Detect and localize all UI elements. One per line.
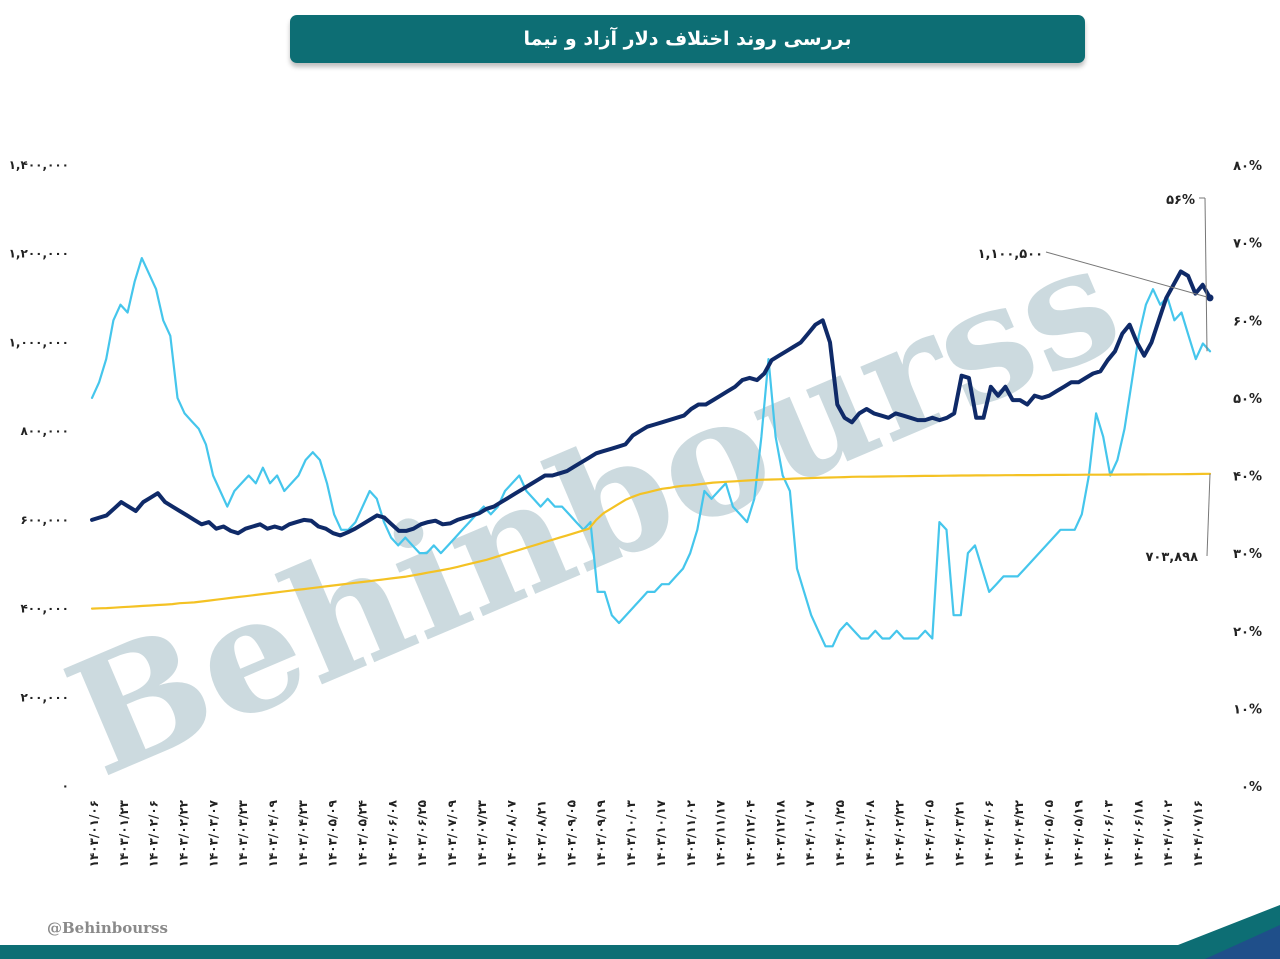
x-tick-label: ۱۴۰۳/۰۷/۲۳ xyxy=(475,799,489,867)
y-left-tick-label: ۱,۴۰۰,۰۰۰ xyxy=(9,158,69,172)
y-right-tick-label: ۵۰% xyxy=(1233,392,1262,407)
x-tick-label: ۱۴۰۴/۰۷/۱۶ xyxy=(1191,800,1205,867)
y-left-tick-label: ۲۰۰,۰۰۰ xyxy=(20,690,69,704)
footer-band xyxy=(0,905,1280,959)
y-right-tick-label: ۲۰% xyxy=(1233,625,1262,640)
x-tick-label: ۱۴۰۴/۰۵/۱۹ xyxy=(1072,799,1086,867)
y-right-tick-label: ۴۰% xyxy=(1233,470,1262,485)
x-tick-label: ۱۴۰۳/۱۲/۰۴ xyxy=(743,800,757,867)
y-right-tick-label: ۶۰% xyxy=(1233,314,1262,329)
footer-handle: @Behinbourss xyxy=(47,919,168,937)
x-tick-label: ۱۴۰۴/۰۷/۰۲ xyxy=(1161,799,1175,867)
x-tick-label: ۱۴۰۳/۰۲/۲۲ xyxy=(177,799,191,867)
y-right-tick-label: ۳۰% xyxy=(1233,547,1262,562)
y-left-tick-label: ۸۰۰,۰۰۰ xyxy=(20,424,69,438)
x-tick-label: ۱۴۰۴/۰۵/۰۵ xyxy=(1042,800,1056,867)
x-tick-label: ۱۴۰۳/۰۵/۰۹ xyxy=(326,799,340,867)
x-tick-label: ۱۴۰۳/۰۵/۲۴ xyxy=(356,800,370,867)
y-left-tick-label: ۴۰۰,۰۰۰ xyxy=(20,602,69,616)
footer-band-shape xyxy=(0,905,1280,959)
x-tick-label: ۱۴۰۳/۰۱/۲۳ xyxy=(117,799,131,867)
x-tick-label: ۱۴۰۳/۰۶/۲۵ xyxy=(415,800,429,867)
x-tick-label: ۱۴۰۴/۰۳/۰۵ xyxy=(922,800,936,867)
y-left-tick-label: ۰ xyxy=(62,779,69,793)
y-right-tick-label: ۱۰% xyxy=(1233,702,1262,717)
gap-last-leader-v xyxy=(1205,198,1207,351)
x-tick-label: ۱۴۰۳/۰۱/۰۶ xyxy=(87,800,101,867)
free-last-point xyxy=(1207,294,1214,301)
x-tick-label: ۱۴۰۴/۰۴/۲۲ xyxy=(1012,799,1026,867)
x-tick-label: ۱۴۰۳/۰۳/۰۷ xyxy=(206,799,220,867)
x-tick-label: ۱۴۰۴/۰۲/۲۲ xyxy=(893,799,907,867)
watermark: Behinbourss xyxy=(44,207,1143,813)
y-left-tick-label: ۱,۰۰۰,۰۰۰ xyxy=(9,335,69,349)
x-tick-label: ۱۴۰۴/۰۱/۰۷ xyxy=(803,799,817,867)
y-left-tick-label: ۶۰۰,۰۰۰ xyxy=(20,513,69,527)
x-tick-label: ۱۴۰۴/۰۴/۰۶ xyxy=(982,800,996,867)
x-tick-label: ۱۴۰۴/۰۲/۰۸ xyxy=(863,799,877,867)
x-tick-label: ۱۴۰۳/۱۰/۱۷ xyxy=(654,799,668,867)
y-left-tick-label: ۱,۲۰۰,۰۰۰ xyxy=(9,247,69,261)
x-tick-label: ۱۴۰۳/۰۴/۰۹ xyxy=(266,799,280,867)
x-tick-label: ۱۴۰۳/۰۲/۰۶ xyxy=(147,800,161,867)
x-tick-label: ۱۴۰۳/۰۴/۲۳ xyxy=(296,799,310,867)
x-axis: ۱۴۰۳/۰۱/۰۶ ۱۴۰۳/۰۱/۲۳ ۱۴۰۳/۰۲/۰۶ ۱۴۰۳/۰۲/۲۲… xyxy=(87,799,1205,867)
y-right-tick-label: ۰% xyxy=(1241,780,1262,795)
y-axis-left: ۰ ۲۰۰,۰۰۰ ۴۰۰,۰۰۰ ۶۰۰,۰۰۰ ۸۰۰,۰۰۰ ۱,۰۰۰,۰۰۰ ۱,… xyxy=(9,158,69,793)
y-right-tick-label: ۷۰% xyxy=(1233,237,1262,252)
x-tick-label: ۱۴۰۳/۰۹/۰۵ xyxy=(564,800,578,867)
gap-last-label: ۵۶% xyxy=(1166,193,1195,208)
x-tick-label: ۱۴۰۴/۰۶/۱۸ xyxy=(1131,799,1145,867)
x-tick-label: ۱۴۰۴/۰۶/۰۳ xyxy=(1101,799,1115,867)
x-tick-label: ۱۴۰۳/۰۷/۰۹ xyxy=(445,799,459,867)
nima-last-leader xyxy=(1207,474,1210,556)
x-tick-label: ۱۴۰۴/۰۱/۲۵ xyxy=(833,800,847,867)
x-tick-label: ۱۴۰۳/۰۶/۰۸ xyxy=(385,799,399,867)
y-axis-right: ۰% ۱۰% ۲۰% ۳۰% ۴۰% ۵۰% ۶۰% ۷۰% ۸۰% xyxy=(1233,159,1262,795)
x-tick-label: ۱۴۰۳/۰۸/۲۱ xyxy=(535,800,549,867)
x-tick-label: ۱۴۰۳/۰۳/۲۳ xyxy=(236,799,250,867)
x-tick-label: ۱۴۰۳/۰۸/۰۷ xyxy=(505,799,519,867)
x-tick-label: ۱۴۰۳/۱۱/۰۲ xyxy=(684,799,698,867)
x-tick-label: ۱۴۰۳/۱۲/۱۸ xyxy=(773,799,787,867)
nima-last-label: ۷۰۳,۸۹۸ xyxy=(1145,550,1198,565)
watermark-text: Behinbourss xyxy=(44,207,1143,813)
x-tick-label: ۱۴۰۳/۰۹/۱۹ xyxy=(594,799,608,867)
x-tick-label: ۱۴۰۳/۱۱/۱۷ xyxy=(714,799,728,867)
y-right-tick-label: ۸۰% xyxy=(1233,159,1262,174)
x-tick-label: ۱۴۰۴/۰۳/۲۱ xyxy=(952,800,966,867)
x-tick-label: ۱۴۰۳/۱۰/۰۳ xyxy=(624,799,638,867)
free-last-label: ۱,۱۰۰,۵۰۰ xyxy=(978,247,1043,262)
